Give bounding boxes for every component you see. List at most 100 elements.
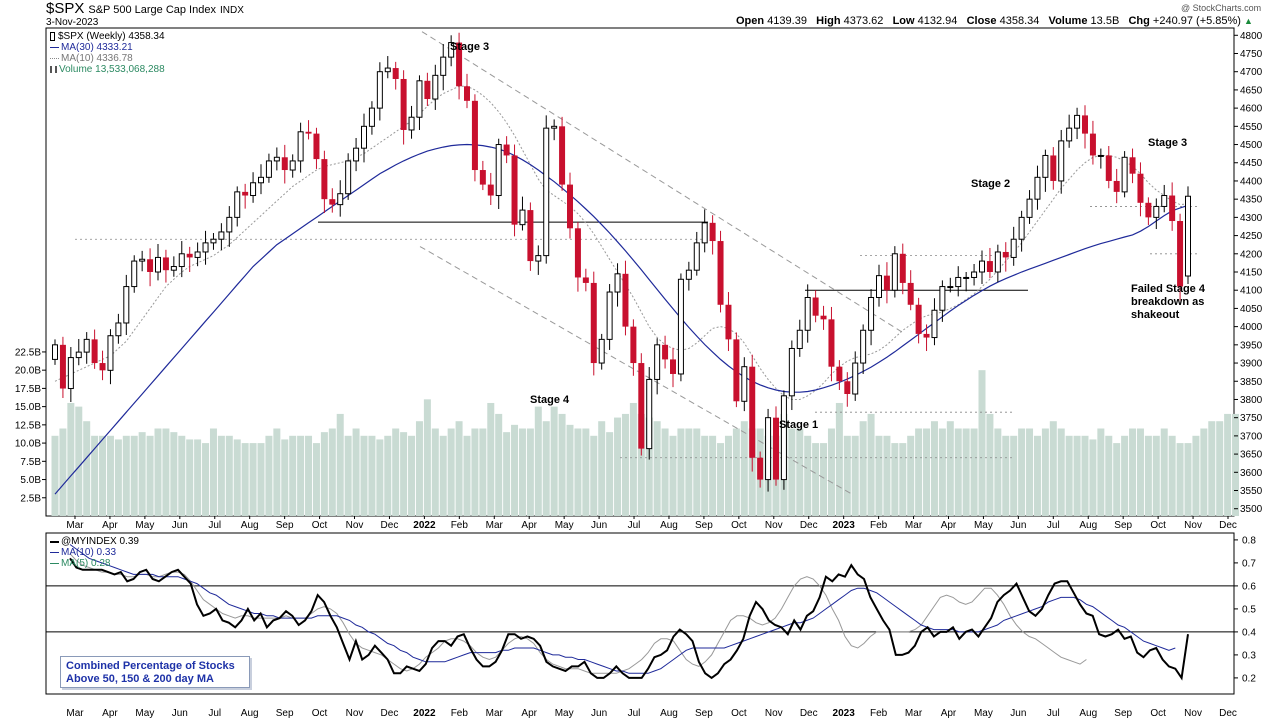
candle-body-up xyxy=(384,67,391,73)
volume-bar xyxy=(1057,428,1065,516)
volume-label: Volume xyxy=(1048,15,1088,27)
volume-bar xyxy=(1097,428,1105,516)
volume-bar xyxy=(1224,413,1232,516)
x-tick-label-price: Jun xyxy=(591,520,607,531)
candle-body-up xyxy=(440,56,447,76)
candle-body-up xyxy=(1185,195,1191,277)
price-tick-label: 3650 xyxy=(1240,450,1263,461)
candle-body-down xyxy=(725,304,732,340)
legend-ma30-text: MA(30) 4333.21 xyxy=(61,42,133,53)
volume-bar xyxy=(946,421,954,516)
volume-bar xyxy=(986,413,994,516)
open-label: Open xyxy=(736,15,765,27)
annotation-stage1: Stage 1 xyxy=(779,419,818,431)
x-tick-label-price: 2022 xyxy=(413,520,436,531)
candle-body-up xyxy=(123,286,130,324)
candle-body-up xyxy=(353,147,360,162)
candle-body-up xyxy=(273,156,280,162)
x-tick-label-price: Apr xyxy=(102,520,118,531)
x-tick-label-indicator: Apr xyxy=(521,708,537,719)
volume-bar xyxy=(788,428,796,516)
candle-body-up xyxy=(258,176,264,184)
volume-bar xyxy=(582,428,590,516)
indicator-tick-label: 0.8 xyxy=(1242,535,1256,546)
volume-bar xyxy=(305,435,313,516)
candle-body-down xyxy=(511,155,518,225)
volume-bar xyxy=(1232,413,1240,516)
volume-bar xyxy=(1216,421,1224,516)
x-tick-label-price: Sep xyxy=(1114,520,1132,531)
candle-body-up xyxy=(971,271,978,278)
volume-bar xyxy=(1049,421,1057,516)
volume-bar xyxy=(1121,435,1129,516)
price-tick-label: 4000 xyxy=(1240,322,1263,333)
candle-body-up xyxy=(170,266,177,271)
volume-bar xyxy=(1200,428,1208,516)
volume-bar xyxy=(146,435,154,516)
candle-body-down xyxy=(456,42,463,87)
volume-bar xyxy=(978,370,986,516)
volume-bar xyxy=(645,417,653,516)
indicator-tick-label: 0.2 xyxy=(1242,673,1256,684)
candle-body-down xyxy=(479,170,486,185)
volume-bar xyxy=(392,428,400,516)
annotation-stage4: Stage 4 xyxy=(530,394,570,406)
candle-body-up xyxy=(1026,198,1033,218)
volume-bar xyxy=(336,413,344,516)
candle-body-up xyxy=(939,286,946,311)
volume-bar xyxy=(511,424,519,516)
volume-bar xyxy=(542,421,550,516)
volume-bar xyxy=(804,435,812,516)
volume-bar xyxy=(233,439,241,516)
price-tick-label: 4650 xyxy=(1240,85,1263,96)
candle-body-down xyxy=(757,457,764,480)
line-swatch-icon xyxy=(50,47,59,48)
volume-bar xyxy=(812,443,820,516)
candle-body-down xyxy=(471,100,478,171)
line-swatch-icon xyxy=(50,563,59,564)
candle-body-down xyxy=(400,78,407,130)
price-tick-label: 3500 xyxy=(1240,504,1263,515)
candle-body-down xyxy=(749,366,756,458)
volume-bar xyxy=(1081,435,1089,516)
price-tick-label: 3800 xyxy=(1240,395,1263,406)
volume-bar xyxy=(67,402,75,516)
x-tick-label-indicator: Dec xyxy=(800,708,818,719)
volume-bar xyxy=(1105,435,1113,516)
volume-value: 13.5B xyxy=(1090,15,1120,27)
volume-bar xyxy=(320,432,328,516)
candle-body-up xyxy=(1121,156,1128,193)
volume-bar xyxy=(154,428,162,516)
volume-bar xyxy=(669,435,677,516)
candle-body-down xyxy=(99,363,106,371)
volume-bar xyxy=(518,428,526,516)
volume-bar xyxy=(1113,443,1121,516)
candle-body-up xyxy=(804,296,811,331)
candle-body-down xyxy=(1105,155,1112,181)
indicator-tick-label: 0.3 xyxy=(1242,650,1256,661)
x-tick-label-indicator: Apr xyxy=(102,708,118,719)
volume-bar xyxy=(835,402,843,516)
ma30-line xyxy=(54,143,1189,495)
volume-bar xyxy=(51,435,59,516)
price-tick-label: 4450 xyxy=(1240,158,1263,169)
line-swatch-icon xyxy=(50,540,59,543)
price-tick-label: 3900 xyxy=(1240,359,1263,370)
candle-body-down xyxy=(59,344,66,389)
candle-body-up xyxy=(194,251,201,258)
candle-body-up xyxy=(408,116,415,131)
candle-body-down xyxy=(574,228,581,278)
volume-bar xyxy=(701,435,709,516)
candle-body-up xyxy=(416,80,423,118)
price-tick-label: 3950 xyxy=(1240,340,1263,351)
downtrend-channel-line xyxy=(419,246,853,495)
volume-bar xyxy=(923,428,931,516)
legend-ind-ma5-row: MA(5) 0.28 xyxy=(50,558,139,569)
candle-body-up xyxy=(780,395,787,481)
candle-body-down xyxy=(670,359,676,374)
candle-body-down xyxy=(907,282,914,305)
note-line-1: Combined Percentage of Stocks xyxy=(66,660,235,672)
candle-body-up xyxy=(1042,154,1049,178)
volume-bar xyxy=(114,439,122,516)
x-tick-label-price: Aug xyxy=(241,520,259,531)
